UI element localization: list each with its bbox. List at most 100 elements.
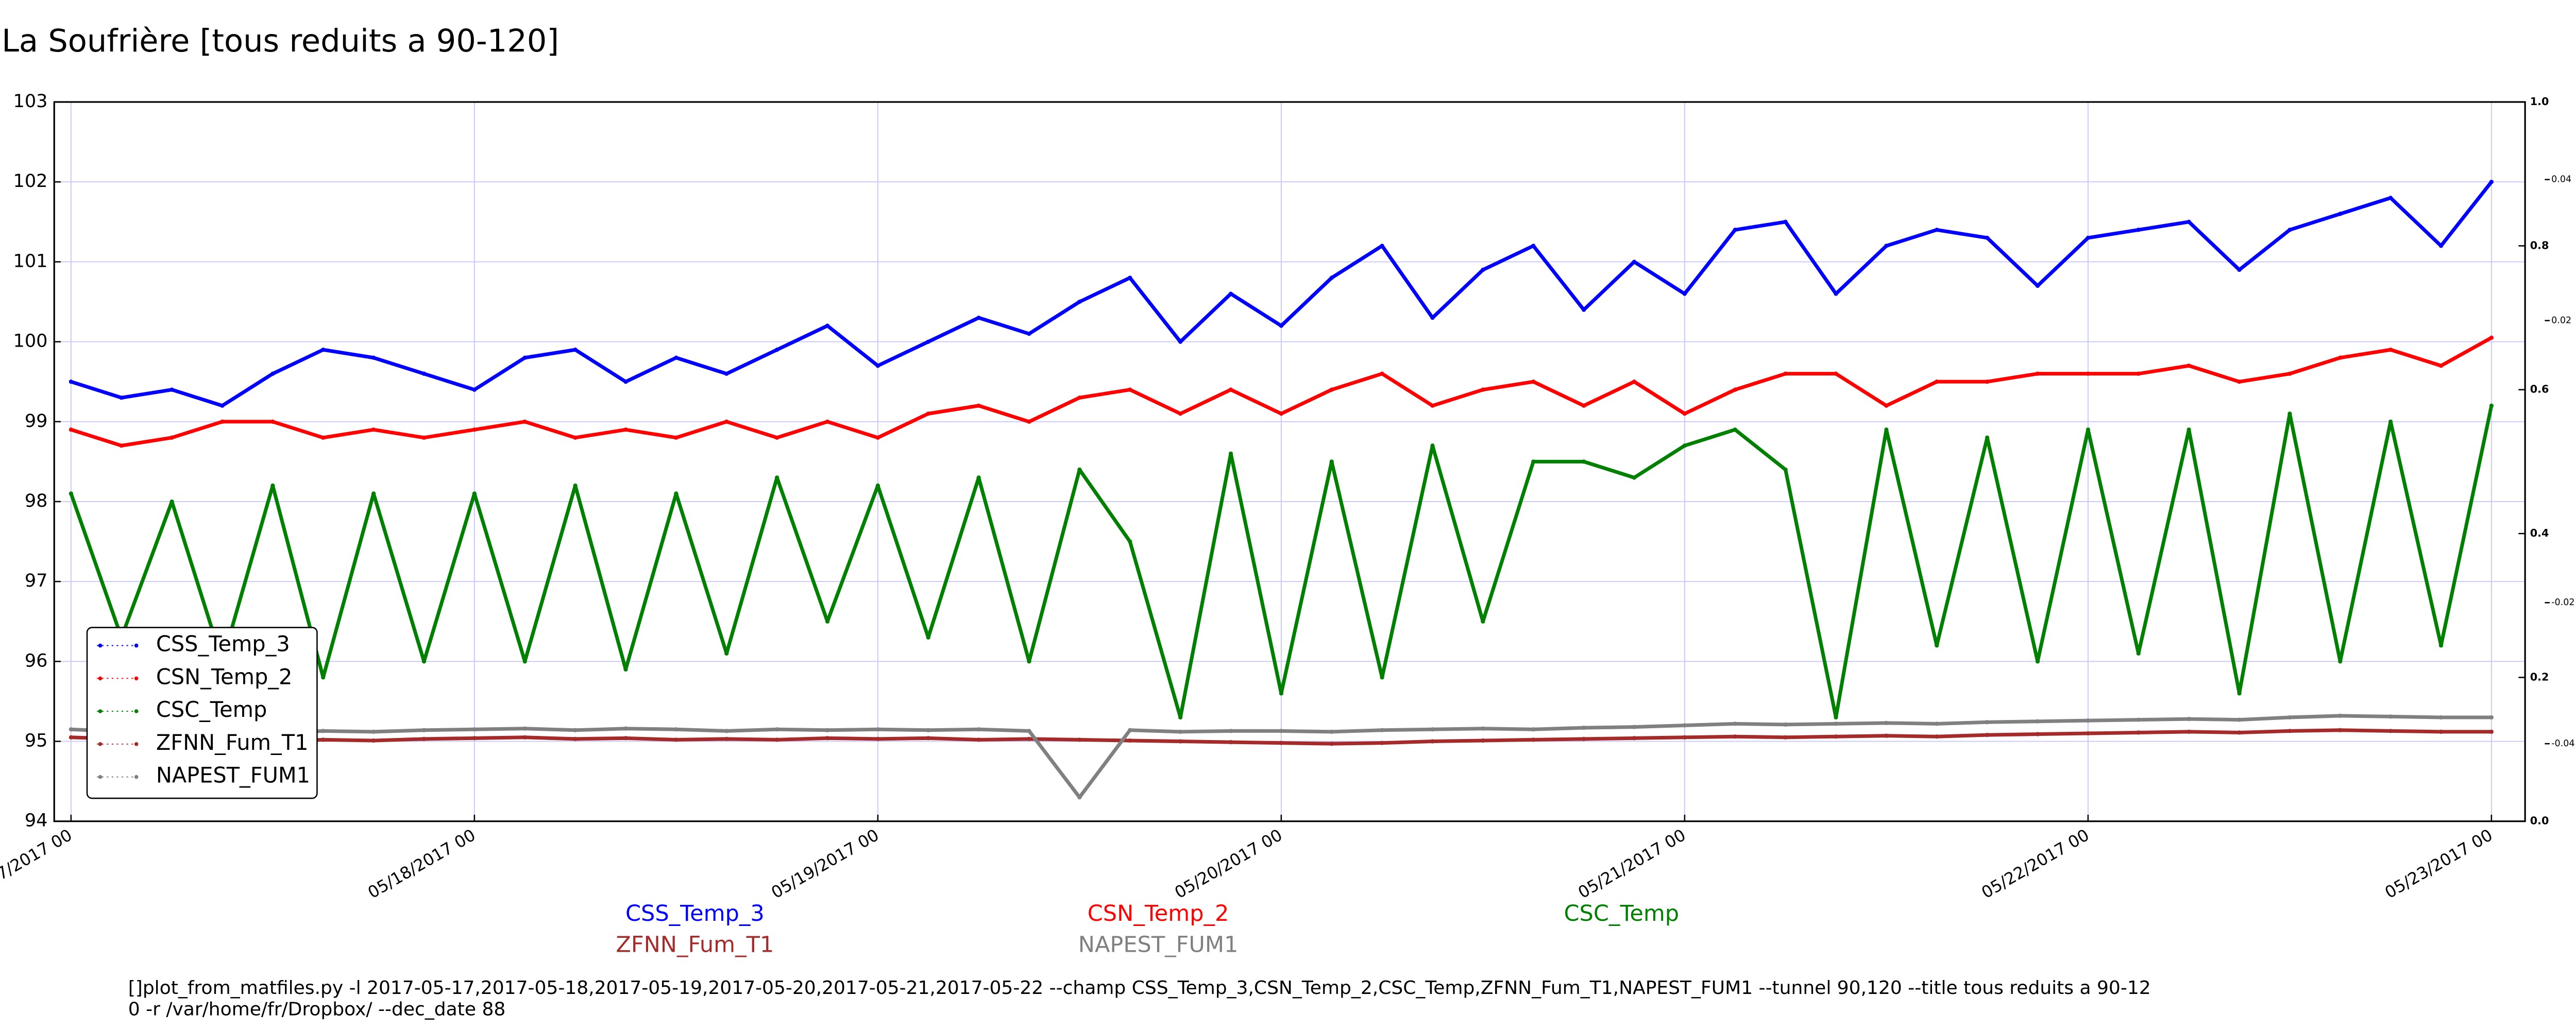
series-point <box>724 651 729 656</box>
series-point <box>674 727 679 732</box>
series-point <box>421 728 427 732</box>
x-tick-label: 05/23/2017 00 <box>2381 825 2496 902</box>
series-point <box>1128 728 1132 732</box>
y-tick-label: 99 <box>25 410 48 432</box>
series-point <box>1834 734 1838 739</box>
y3-tick-label: -0.02 <box>2551 597 2574 608</box>
series-point <box>371 738 376 743</box>
series-point <box>270 419 275 424</box>
y-tick-label: 95 <box>25 730 48 751</box>
series-point <box>2187 219 2191 224</box>
series-point <box>573 347 578 352</box>
series-point <box>1027 419 1031 424</box>
series-point <box>1430 727 1435 732</box>
chart-title: La Soufrière [tous reduits a 90-120] <box>2 23 559 59</box>
series-point <box>1682 443 1687 448</box>
y2-tick-label: 0.8 <box>2530 239 2549 251</box>
series-point <box>421 371 427 376</box>
series-point <box>926 736 930 741</box>
series-point <box>1329 742 1334 746</box>
series-point <box>2086 731 2091 736</box>
legend-label: CSN_Temp_2 <box>156 664 292 689</box>
series-point <box>472 387 477 392</box>
legend-label: CSS_Temp_3 <box>156 632 290 657</box>
x-tick-label: 05/17/2017 00 <box>0 825 75 902</box>
series-point <box>2187 427 2191 432</box>
series-point <box>1733 228 1737 232</box>
series-point <box>2086 235 2091 240</box>
series-point <box>825 728 830 732</box>
series-point <box>623 736 628 741</box>
series-point <box>1380 675 1384 680</box>
series-point <box>674 491 679 496</box>
series-point <box>1581 307 1586 312</box>
series-point <box>875 435 880 440</box>
series-point <box>170 387 174 392</box>
legend-box <box>86 627 318 799</box>
figure-legend-label: CSN_Temp_2 <box>1088 901 1229 926</box>
series-point <box>1380 244 1384 248</box>
legend-dot <box>134 775 139 779</box>
series-point <box>1581 459 1586 464</box>
series-point <box>1935 380 1939 384</box>
series-point <box>1077 299 1082 304</box>
legend-dot <box>134 643 139 648</box>
series-point <box>1329 387 1334 392</box>
series-point <box>2388 196 2393 200</box>
y-tick-label: 101 <box>13 250 48 271</box>
series-point <box>2438 643 2444 648</box>
series-point <box>1531 737 1536 742</box>
series-point <box>1682 291 1687 296</box>
series-point <box>825 736 830 741</box>
legend-dot <box>134 709 139 713</box>
series-point <box>2035 283 2040 288</box>
series-point <box>2438 244 2444 248</box>
series-point <box>119 443 124 448</box>
series-point <box>472 727 477 732</box>
series-point <box>875 363 880 368</box>
series-point <box>1077 467 1082 472</box>
legend-dot <box>98 709 103 713</box>
series-point <box>1682 735 1687 740</box>
series-point <box>1733 427 1737 432</box>
series-point <box>1632 260 1637 264</box>
series-point <box>1682 723 1687 728</box>
y-tick-label: 102 <box>13 170 48 192</box>
series-point <box>2489 403 2494 408</box>
series-point <box>1279 741 1284 745</box>
series-point <box>1834 722 1838 726</box>
series-point <box>2438 715 2444 720</box>
series-point <box>119 396 124 400</box>
series-point <box>825 419 830 424</box>
legend-label: ZFNN_Fum_T1 <box>156 730 309 755</box>
series-point <box>1935 722 1939 726</box>
series-point <box>2187 363 2191 368</box>
y-tick-label: 94 <box>25 810 48 831</box>
series-point <box>2438 729 2444 734</box>
series-point <box>371 355 376 360</box>
series-point <box>1329 729 1334 734</box>
series-point <box>2388 714 2393 719</box>
series-point <box>472 491 477 496</box>
legend-label: CSC_Temp <box>156 697 267 722</box>
series-point <box>1783 722 1788 727</box>
series-point <box>321 675 326 680</box>
y2-tick-label: 1.0 <box>2530 95 2549 108</box>
figure-legend-label: ZFNN_Fum_T1 <box>616 932 774 958</box>
series-point <box>2287 371 2292 376</box>
series-point <box>170 435 174 440</box>
series-point <box>2237 380 2242 384</box>
series-point <box>1531 244 1536 248</box>
series-point <box>220 419 225 424</box>
series-point <box>472 736 477 741</box>
series-point <box>1581 725 1586 730</box>
series-point <box>2035 371 2040 376</box>
series-point <box>2136 717 2141 722</box>
series-point <box>1128 738 1132 743</box>
series-point <box>1985 435 1990 440</box>
series-point <box>1430 315 1435 320</box>
series-point <box>1178 411 1183 416</box>
series-point <box>1834 291 1838 296</box>
